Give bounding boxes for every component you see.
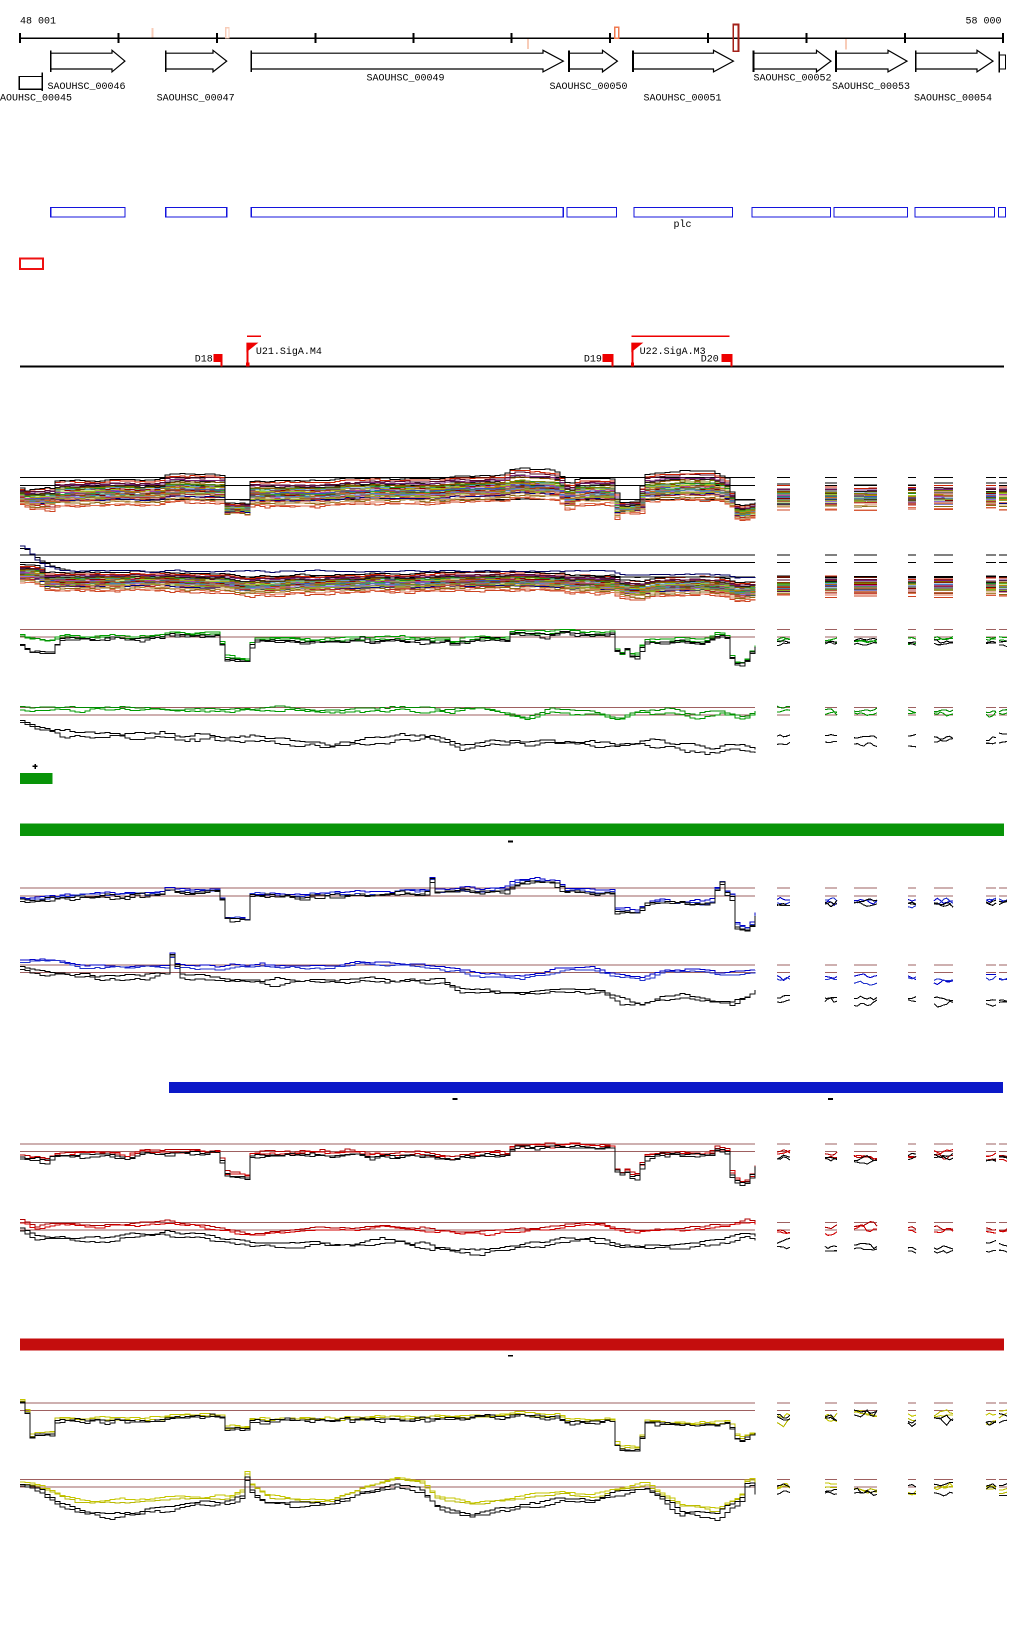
svg-text:SAOUHSC_00053: SAOUHSC_00053: [832, 82, 910, 93]
svg-text:48 001: 48 001: [20, 17, 56, 28]
svg-text:58 000: 58 000: [966, 17, 1002, 28]
svg-text:SAOUHSC_00045: SAOUHSC_00045: [0, 94, 72, 105]
svg-text:plc: plc: [674, 219, 692, 231]
svg-text:SAOUHSC_00051: SAOUHSC_00051: [644, 94, 722, 105]
svg-text:SAOUHSC_00052: SAOUHSC_00052: [754, 74, 832, 85]
svg-text:SAOUHSC_00046: SAOUHSC_00046: [48, 82, 126, 93]
svg-text:D20: D20: [701, 354, 719, 365]
svg-text:SAOUHSC_00050: SAOUHSC_00050: [550, 82, 628, 93]
svg-text:D19: D19: [584, 354, 602, 365]
svg-text:SAOUHSC_00049: SAOUHSC_00049: [367, 74, 445, 85]
svg-text:U22.SigA.M3: U22.SigA.M3: [640, 346, 706, 358]
svg-text:U21.SigA.M4: U21.SigA.M4: [256, 346, 322, 358]
svg-text:D18: D18: [195, 354, 213, 365]
svg-text:SAOUHSC_00047: SAOUHSC_00047: [157, 94, 235, 105]
svg-text:SAOUHSC_00054: SAOUHSC_00054: [914, 94, 992, 105]
